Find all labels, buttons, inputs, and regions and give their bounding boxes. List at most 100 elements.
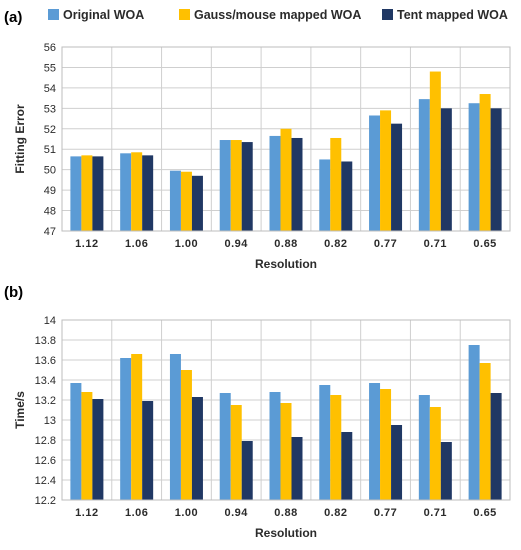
y-tick-label: 13 [44, 415, 56, 427]
y-tick-label: 13.8 [35, 335, 56, 347]
bar-series-1-1.00 [169, 170, 181, 231]
x-tick-label: 0.82 [324, 238, 347, 250]
bar-series-3-0.71 [440, 442, 452, 500]
y-axis-title: Time/s [13, 391, 27, 429]
y-tick-label: 48 [44, 206, 56, 218]
y-tick-label: 12.6 [35, 455, 56, 467]
y-tick-label: 56 [44, 42, 56, 54]
bar-series-2-0.77 [380, 110, 392, 231]
bar-series-1-0.71 [418, 395, 430, 500]
y-tick-label: 13.4 [35, 375, 56, 387]
legend-label-2: Gauss/mouse mapped WOA [194, 8, 361, 22]
y-tick-label: 50 [44, 165, 56, 177]
bar-series-2-1.12 [81, 155, 93, 231]
bar-series-2-1.12 [81, 392, 93, 500]
bar-series-1-0.88 [269, 392, 281, 500]
bar-series-3-0.94 [241, 142, 253, 231]
bar-series-2-0.88 [280, 403, 292, 500]
y-tick-label: 14 [44, 315, 56, 327]
bar-series-1-1.12 [70, 383, 82, 500]
bar-series-3-1.12 [92, 156, 104, 231]
bar-series-3-0.77 [391, 123, 403, 231]
y-tick-label: 53 [44, 103, 56, 115]
bar-series-2-0.71 [429, 71, 441, 232]
y-axis-title: Fitting Error [13, 104, 27, 174]
bar-series-2-1.00 [180, 370, 192, 500]
x-tick-label: 1.00 [175, 507, 198, 519]
x-tick-label: 0.77 [374, 238, 397, 250]
bar-series-1-1.06 [120, 358, 132, 500]
legend-label-3: Tent mapped WOA [397, 8, 508, 22]
x-tick-label: 0.88 [274, 238, 297, 250]
bar-series-2-0.82 [330, 395, 342, 500]
x-tick-label: 0.94 [225, 238, 249, 250]
bar-series-2-0.82 [330, 137, 342, 231]
bar-series-1-0.77 [369, 115, 381, 231]
bar-series-3-0.94 [241, 441, 253, 500]
y-tick-label: 54 [44, 83, 56, 95]
legend-label-1: Original WOA [63, 8, 144, 22]
x-tick-label: 1.06 [125, 507, 148, 519]
x-tick-label: 0.94 [225, 507, 249, 519]
bar-series-3-0.65 [490, 108, 502, 231]
bar-series-2-1.06 [131, 152, 143, 231]
bar-series-3-0.65 [490, 393, 502, 500]
x-tick-label: 0.65 [473, 507, 496, 519]
x-tick-label: 0.82 [324, 507, 347, 519]
y-tick-label: 47 [44, 226, 56, 238]
bar-series-1-1.00 [169, 354, 181, 500]
bar-series-3-1.00 [191, 397, 203, 500]
x-tick-label: 1.06 [125, 238, 148, 250]
bar-series-1-0.94 [219, 140, 231, 231]
y-tick-label: 13.6 [35, 355, 56, 367]
chart-panel-b: (b) 12.2 12.4 12.6 12.8 13 13.2 13.4 13.6 13.8 14 1… [4, 284, 511, 540]
y-tick-label: 49 [44, 185, 56, 197]
y-tick-label: 12.2 [35, 495, 56, 507]
bar-series-3-1.12 [92, 399, 104, 500]
y-tick-label: 12.4 [35, 475, 56, 487]
bar-series-2-0.94 [230, 405, 242, 500]
bar-series-1-0.82 [319, 159, 331, 231]
legend-swatch-2 [179, 9, 190, 20]
x-axis-title: Resolution [255, 257, 317, 271]
y-tick-label: 12.8 [35, 435, 56, 447]
x-tick-label: 0.77 [374, 507, 397, 519]
bar-series-1-0.71 [418, 99, 430, 231]
bar-series-3-0.77 [391, 425, 403, 500]
bar-series-2-1.06 [131, 354, 143, 500]
bar-series-3-0.82 [341, 161, 353, 231]
panel-label: (b) [4, 284, 23, 301]
bar-series-1-1.06 [120, 153, 132, 231]
x-tick-label: 0.71 [424, 238, 447, 250]
bar-series-2-1.00 [180, 171, 192, 231]
bar-series-1-0.77 [369, 383, 381, 500]
legend: Original WOA Gauss/mouse mapped WOA Tent m… [48, 8, 508, 22]
bar-series-3-1.06 [142, 155, 154, 231]
y-tick-label: 52 [44, 124, 56, 136]
x-tick-label: 1.12 [75, 238, 98, 250]
bar-series-3-1.06 [142, 401, 154, 500]
x-tick-label: 0.71 [424, 507, 447, 519]
bar-series-1-0.65 [468, 103, 480, 231]
bar-series-2-0.77 [380, 389, 392, 500]
legend-swatch-3 [382, 9, 393, 20]
bar-series-1-1.12 [70, 156, 82, 231]
y-tick-label: 51 [44, 144, 56, 156]
chart-panel-a: (a) 47 48 49 50 51 52 53 54 55 56 1.12 1.06 1.00 0.94 0… [4, 9, 511, 271]
bar-series-2-0.88 [280, 128, 292, 231]
panel-label: (a) [4, 9, 22, 26]
y-tick-label: 55 [44, 62, 56, 74]
bar-series-2-0.65 [479, 363, 491, 500]
bar-series-2-0.94 [230, 140, 242, 231]
bar-series-3-0.71 [440, 108, 452, 231]
bar-series-3-0.82 [341, 432, 353, 500]
bar-series-1-0.88 [269, 135, 281, 231]
x-tick-label: 1.12 [75, 507, 98, 519]
plot-frame [61, 319, 511, 501]
legend-swatch-1 [48, 9, 59, 20]
bar-series-2-0.65 [479, 94, 491, 232]
y-tick-label: 13.2 [35, 395, 56, 407]
plot-frame [61, 46, 511, 232]
x-tick-label: 0.65 [473, 238, 496, 250]
